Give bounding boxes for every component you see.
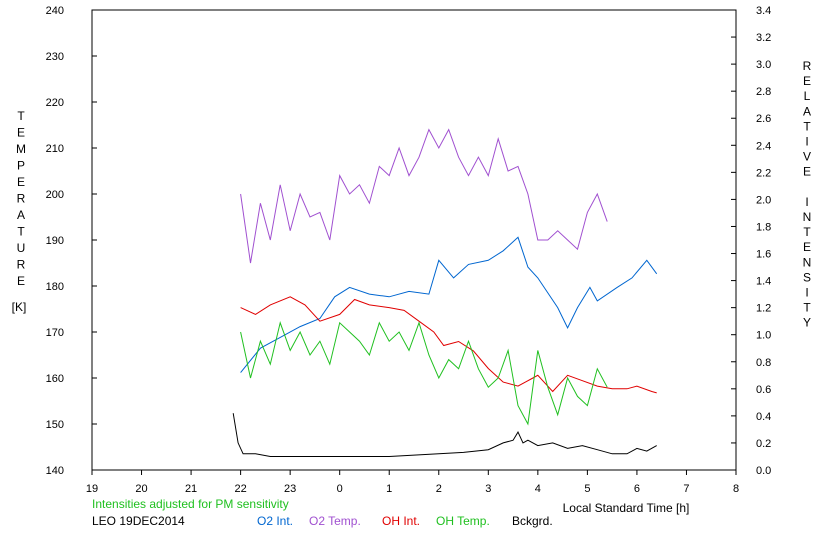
left-title-letter: E xyxy=(17,126,25,140)
station-date: LEO 19DEC2014 xyxy=(92,514,185,528)
left-title-letter: E xyxy=(17,274,25,288)
left-tick-label: 240 xyxy=(46,5,64,17)
series-layer xyxy=(232,128,658,457)
series-bckgrd xyxy=(232,413,657,457)
right-title-letter: Y xyxy=(803,316,811,330)
series-oh-int xyxy=(240,296,657,394)
x-tick-label: 19 xyxy=(86,483,98,495)
right-tick-label: 3.0 xyxy=(756,59,771,71)
x-tick-label: 3 xyxy=(485,483,491,495)
right-tick-label: 0.0 xyxy=(756,465,771,477)
right-title-letter: A xyxy=(803,104,811,118)
x-tick-label: 5 xyxy=(584,483,590,495)
series-o2-int xyxy=(240,236,658,373)
right-title-letter: T xyxy=(803,225,811,239)
x-tick-label: 23 xyxy=(284,483,296,495)
right-title-letter: S xyxy=(803,270,811,284)
left-title-letter: P xyxy=(17,159,25,173)
left-tick-label: 200 xyxy=(46,189,64,201)
x-tick-label: 4 xyxy=(535,483,541,495)
x-tick-label: 20 xyxy=(135,483,147,495)
right-tick-label: 2.0 xyxy=(756,194,771,206)
right-tick-label: 2.6 xyxy=(756,113,771,125)
x-axis-title: Local Standard Time [h] xyxy=(563,501,690,515)
x-axis-ticks: 19 20 21 22 23 0 1 2 3 4 5 6 7 8 xyxy=(86,470,739,495)
left-title-letter: T xyxy=(17,109,25,123)
left-title-letter: R xyxy=(17,258,26,272)
right-title-letter: T xyxy=(803,119,811,133)
x-tick-label: 2 xyxy=(436,483,442,495)
plot-area xyxy=(91,9,737,471)
left-title-letter: E xyxy=(17,175,25,189)
right-tick-label: 3.4 xyxy=(756,5,771,17)
left-title-letter: A xyxy=(17,208,25,222)
right-tick-label: 2.8 xyxy=(756,86,771,98)
left-tick-label: 140 xyxy=(46,465,64,477)
note-text: Intensities adjusted for PM sensitivity xyxy=(92,497,289,511)
right-title-letter: N xyxy=(803,210,812,224)
left-tick-label: 150 xyxy=(46,419,64,431)
right-tick-label: 0.8 xyxy=(756,357,771,369)
x-tick-label: 21 xyxy=(185,483,197,495)
right-title-letter: I xyxy=(805,195,808,209)
left-tick-label: 170 xyxy=(46,327,64,339)
right-axis-ticks: 0.0 0.2 0.4 0.6 0.8 1.0 1.2 1.4 1.6 1.8 2.0 2.2 2.4 2… xyxy=(731,5,771,477)
left-tick-label: 190 xyxy=(46,235,64,247)
right-tick-label: 2.4 xyxy=(756,140,771,152)
x-tick-label: 1 xyxy=(386,483,392,495)
left-tick-label: 220 xyxy=(46,97,64,109)
right-title-letter: T xyxy=(803,301,811,315)
series-oh-temp xyxy=(240,321,608,426)
legend-item: O2 Temp. xyxy=(309,514,361,528)
legend-item: O2 Int. xyxy=(257,514,293,528)
left-title-letter: M xyxy=(16,142,26,156)
right-tick-label: 1.8 xyxy=(756,221,771,233)
x-tick-label: 22 xyxy=(234,483,246,495)
right-title-letter: R xyxy=(803,59,812,73)
left-tick-label: 230 xyxy=(46,51,64,63)
right-title-letter: N xyxy=(803,255,812,269)
x-tick-label: 6 xyxy=(634,483,640,495)
right-title-letter: I xyxy=(805,286,808,300)
right-title-letter: E xyxy=(803,74,811,88)
right-title-letter: E xyxy=(803,165,811,179)
x-tick-label: 8 xyxy=(733,483,739,495)
right-tick-label: 0.2 xyxy=(756,438,771,450)
series-o2-temp xyxy=(240,128,608,264)
left-title-letter: R xyxy=(17,192,26,206)
left-title-letter: T xyxy=(17,225,25,239)
legend-item: Bckgrd. xyxy=(512,514,553,528)
left-title-letter: U xyxy=(17,241,26,255)
right-title-letter: I xyxy=(805,135,808,149)
left-tick-label: 160 xyxy=(46,373,64,385)
right-title-letter: L xyxy=(804,89,811,103)
right-tick-label: 1.0 xyxy=(756,330,771,342)
right-title-letter: E xyxy=(803,240,811,254)
left-tick-label: 180 xyxy=(46,281,64,293)
right-tick-label: 2.2 xyxy=(756,167,771,179)
right-tick-label: 1.2 xyxy=(756,303,771,315)
left-axis-unit: [K] xyxy=(12,300,27,314)
legend-item: OH Temp. xyxy=(436,514,490,528)
left-tick-label: 210 xyxy=(46,143,64,155)
legend: O2 Int. O2 Temp. OH Int. OH Temp. Bckgrd. xyxy=(257,514,553,528)
legend-item: OH Int. xyxy=(382,514,420,528)
x-tick-label: 7 xyxy=(683,483,689,495)
right-title-letter: V xyxy=(803,150,811,164)
right-tick-label: 0.6 xyxy=(756,384,771,396)
right-tick-label: 3.2 xyxy=(756,32,771,44)
right-tick-label: 1.4 xyxy=(756,276,771,288)
x-tick-label: 0 xyxy=(337,483,343,495)
right-tick-label: 0.4 xyxy=(756,411,771,423)
left-axis-ticks: 140 150 160 170 180 190 200 210 220 230 240 xyxy=(46,5,97,477)
right-tick-label: 1.6 xyxy=(756,249,771,261)
